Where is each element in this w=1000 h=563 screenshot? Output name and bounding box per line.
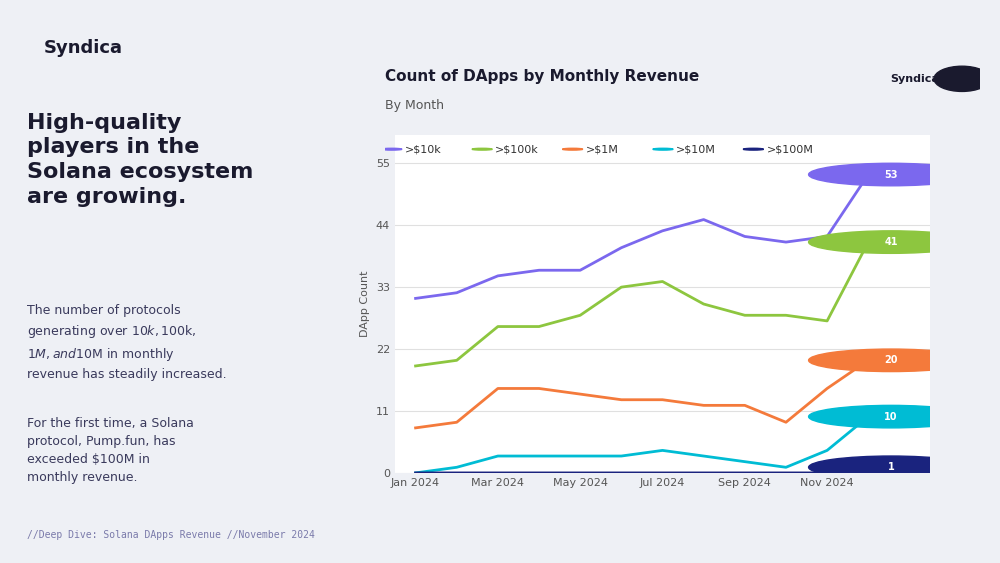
Circle shape [809,456,973,479]
Text: >$10M: >$10M [676,144,716,154]
Text: By Month: By Month [385,99,444,112]
Text: For the first time, a Solana
protocol, Pump.fun, has
exceeded $100M in
monthly r: For the first time, a Solana protocol, P… [27,417,194,484]
Circle shape [809,405,973,428]
Circle shape [743,148,764,150]
Circle shape [653,148,673,150]
Circle shape [809,231,973,253]
Circle shape [562,148,583,150]
Text: 53: 53 [884,169,898,180]
Y-axis label: DApp Count: DApp Count [360,271,370,337]
Circle shape [809,349,973,372]
Text: 10: 10 [884,412,898,422]
Text: //Deep Dive: Solana DApps Revenue //November 2024: //Deep Dive: Solana DApps Revenue //Nove… [27,530,315,540]
Text: Syndica: Syndica [44,39,123,57]
Circle shape [472,148,492,150]
Text: >$100M: >$100M [766,144,813,154]
Circle shape [934,66,990,91]
Text: 1: 1 [888,462,894,472]
Text: Count of DApps by Monthly Revenue: Count of DApps by Monthly Revenue [385,69,699,84]
Text: Syndica: Syndica [890,74,939,84]
Text: High-quality
players in the
Solana ecosystem
are growing.: High-quality players in the Solana ecosy… [27,113,254,207]
Text: The number of protocols
generating over $10k, $100k,
$1M, and $10M in monthly
re: The number of protocols generating over … [27,304,227,381]
Text: 41: 41 [884,237,898,247]
Text: >$10k: >$10k [405,144,442,154]
Text: >$100k: >$100k [495,144,539,154]
Text: 20: 20 [884,355,898,365]
Circle shape [809,163,973,186]
Text: >$1M: >$1M [586,144,618,154]
Circle shape [382,148,402,150]
